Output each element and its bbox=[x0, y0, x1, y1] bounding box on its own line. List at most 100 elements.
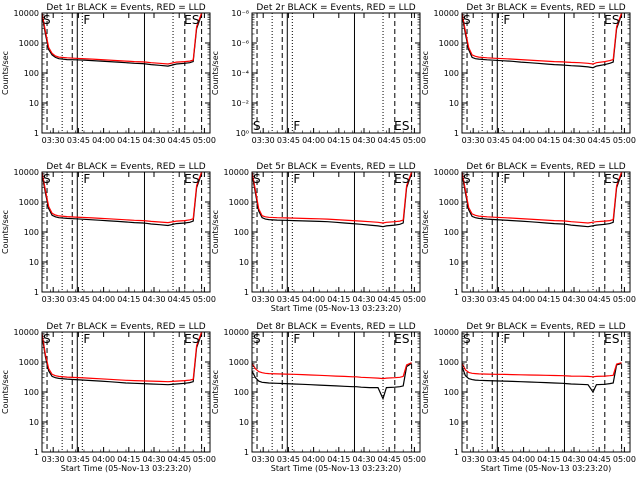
y-tick-label: 10000 bbox=[224, 168, 249, 177]
marker-letter: S bbox=[192, 332, 200, 346]
y-tick-label: 1000 bbox=[439, 358, 459, 367]
y-tick-label: 100 bbox=[234, 228, 249, 237]
marker-letter: S bbox=[402, 332, 410, 346]
x-tick-label: 03:30 bbox=[462, 455, 485, 464]
series-events-line bbox=[251, 173, 413, 228]
x-tick-label: 04:30 bbox=[142, 455, 165, 464]
x-tick-label: 04:45 bbox=[378, 455, 401, 464]
marker-letter: S bbox=[402, 119, 410, 133]
series-events-line bbox=[41, 333, 203, 386]
x-axis-label: Start Time (05-Nov-13 03:23:20) bbox=[481, 464, 611, 473]
x-tick-label: 04:15 bbox=[537, 295, 560, 304]
y-axis-label: Counts/sec bbox=[211, 210, 220, 254]
x-tick-label: 03:30 bbox=[42, 455, 65, 464]
marker-letter: F bbox=[83, 332, 90, 346]
x-tick-label: 04:45 bbox=[588, 136, 611, 145]
panel-title: Det 8r BLACK = Events, RED = LLD bbox=[256, 322, 415, 332]
y-tick-label: 1 bbox=[34, 288, 39, 297]
y-tick-label: 1000 bbox=[439, 39, 459, 48]
y-tick-label: 1 bbox=[34, 448, 39, 457]
x-tick-label: 04:00 bbox=[92, 136, 115, 145]
y-axis-label: Counts/sec bbox=[211, 51, 220, 95]
y-tick-label: 10 bbox=[239, 418, 249, 427]
y-tick-label: 10000 bbox=[434, 328, 459, 337]
y-tick-label: 1 bbox=[454, 129, 459, 138]
marker-letter: F bbox=[503, 13, 510, 27]
x-tick-label: 03:45 bbox=[67, 455, 90, 464]
y-tick-label: 1000 bbox=[19, 39, 39, 48]
x-tick-label: 04:30 bbox=[352, 455, 375, 464]
y-axis-label: Counts/sec bbox=[1, 210, 10, 254]
marker-letter: S bbox=[612, 172, 620, 186]
marker-letter: E bbox=[184, 332, 192, 346]
marker-letter: E bbox=[394, 332, 402, 346]
series-lld-line bbox=[251, 362, 412, 380]
marker-letter: S bbox=[43, 13, 51, 27]
x-tick-label: 04:15 bbox=[537, 455, 560, 464]
y-axis-label: Counts/sec bbox=[421, 51, 430, 95]
x-tick-label: 03:45 bbox=[487, 136, 510, 145]
marker-letter: S bbox=[463, 172, 471, 186]
series-events-line bbox=[461, 14, 623, 69]
y-axis-label: Counts/sec bbox=[1, 370, 10, 414]
x-tick-label: 04:30 bbox=[142, 136, 165, 145]
x-tick-label: 04:45 bbox=[378, 136, 401, 145]
x-tick-label: 04:15 bbox=[117, 455, 140, 464]
x-tick-label: 04:45 bbox=[168, 455, 191, 464]
x-tick-label: 03:45 bbox=[277, 455, 300, 464]
x-tick-label: 03:45 bbox=[487, 455, 510, 464]
y-axis-label: Counts/sec bbox=[421, 370, 430, 414]
y-tick-label: 10 bbox=[29, 418, 39, 427]
x-tick-label: 05:00 bbox=[193, 136, 216, 145]
y-tick-label: 100 bbox=[234, 388, 249, 397]
panel-title: Det 4r BLACK = Events, RED = LLD bbox=[46, 162, 205, 172]
y-tick-label: 1000 bbox=[19, 198, 39, 207]
y-tick-label: 10 bbox=[239, 258, 249, 267]
y-tick-label: 10 bbox=[29, 258, 39, 267]
x-axis-label: Start Time (05-Nov-13 03:23:20) bbox=[271, 304, 401, 313]
series-lld-line bbox=[461, 12, 623, 65]
x-tick-label: 04:15 bbox=[537, 136, 560, 145]
marker-letter: S bbox=[612, 13, 620, 27]
x-tick-label: 04:45 bbox=[168, 136, 191, 145]
x-tick-label: 04:00 bbox=[512, 136, 535, 145]
series-lld-line bbox=[461, 171, 623, 224]
panel-title: Det 5r BLACK = Events, RED = LLD bbox=[256, 162, 415, 172]
marker-letter: S bbox=[463, 332, 471, 346]
x-tick-label: 03:30 bbox=[252, 136, 275, 145]
panel-title: Det 6r BLACK = Events, RED = LLD bbox=[466, 162, 625, 172]
x-tick-label: 03:30 bbox=[252, 455, 275, 464]
y-tick-label: 1000 bbox=[229, 198, 249, 207]
marker-letter: S bbox=[192, 13, 200, 27]
x-tick-label: 04:45 bbox=[378, 295, 401, 304]
x-tick-label: 04:15 bbox=[327, 136, 350, 145]
x-tick-label: 05:00 bbox=[403, 295, 426, 304]
series-lld-line bbox=[461, 362, 622, 378]
y-tick-label: 10000 bbox=[14, 9, 39, 18]
y-tick-label: 100 bbox=[24, 69, 39, 78]
marker-letter: S bbox=[253, 119, 261, 133]
series-events-line bbox=[461, 362, 622, 394]
series-lld-line bbox=[41, 331, 203, 383]
marker-letter: E bbox=[604, 172, 612, 186]
y-tick-label: 10000 bbox=[14, 168, 39, 177]
x-tick-label: 04:00 bbox=[512, 455, 535, 464]
y-axis-label: Counts/sec bbox=[421, 210, 430, 254]
series-events-line bbox=[41, 14, 203, 67]
y-tick-label: 10000 bbox=[434, 168, 459, 177]
x-tick-label: 03:45 bbox=[67, 136, 90, 145]
marker-letter: S bbox=[253, 172, 261, 186]
series-events-line bbox=[41, 173, 203, 227]
marker-letter: S bbox=[463, 13, 471, 27]
y-tick-label: 10⁰ bbox=[236, 129, 249, 138]
y-tick-label: 10000 bbox=[434, 9, 459, 18]
y-tick-label: 10⁻⁴ bbox=[231, 69, 249, 78]
y-axis-label: Counts/sec bbox=[211, 370, 220, 414]
x-tick-label: 05:00 bbox=[193, 455, 216, 464]
series-events-line bbox=[461, 173, 623, 228]
